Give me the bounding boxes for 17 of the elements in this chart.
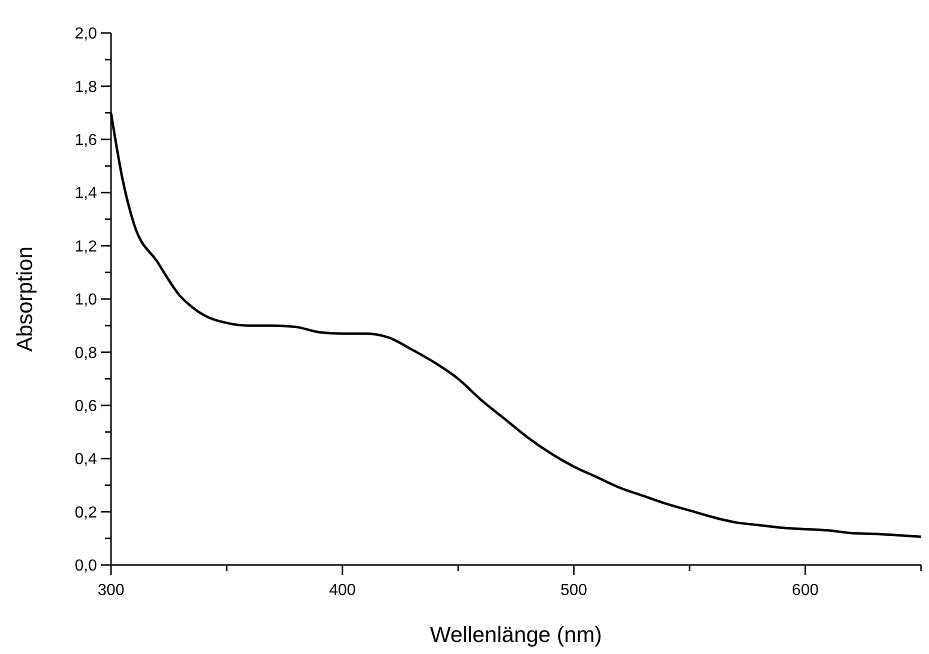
- y-tick-label: 1,2: [74, 238, 98, 256]
- x-tick-label: 300: [98, 582, 124, 599]
- y-tick-label: 2,0: [74, 26, 98, 43]
- y-tick-label: 1,0: [74, 292, 98, 309]
- y-tick-label: 0,8: [74, 344, 98, 362]
- y-tick-label: 0,2: [74, 504, 98, 522]
- y-tick-label: 0,4: [74, 451, 98, 468]
- x-tick-label: 400: [329, 582, 356, 599]
- y-tick-label: 1,6: [74, 132, 98, 149]
- x-tick-label: 500: [560, 582, 588, 599]
- x-axis-title: Wellenlänge (nm): [430, 622, 602, 647]
- y-tick-label: 0,6: [74, 398, 98, 415]
- y-axis-title: Absorption: [12, 246, 37, 352]
- y-tick-label: 1,4: [74, 185, 98, 202]
- x-tick-label: 600: [792, 582, 819, 599]
- y-tick-label: 1,8: [74, 78, 98, 96]
- y-tick-label: 0,0: [74, 558, 98, 575]
